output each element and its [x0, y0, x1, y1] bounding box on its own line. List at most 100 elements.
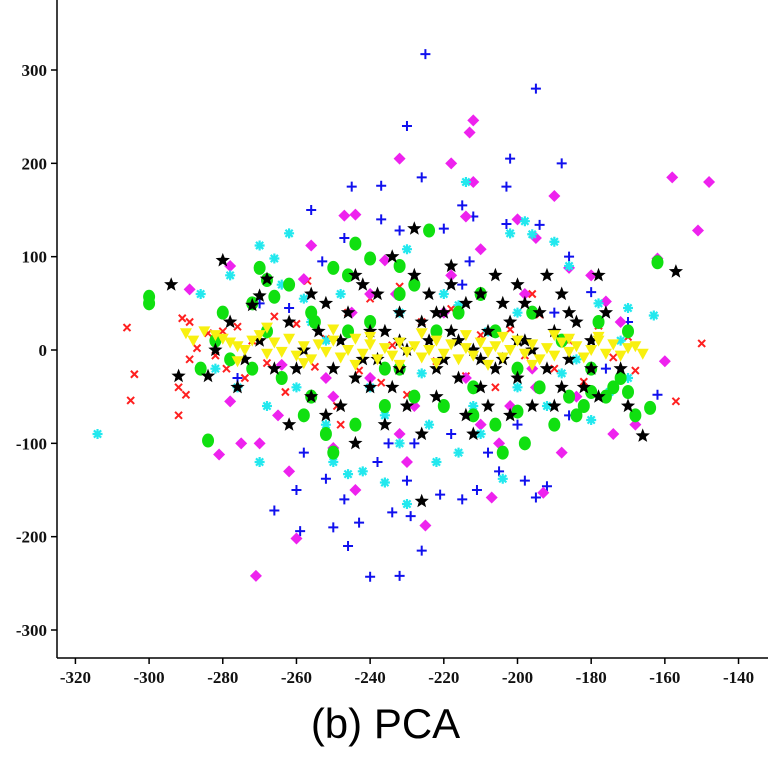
x-tick-label: -260	[281, 668, 312, 687]
point-triangle-down	[231, 356, 244, 368]
point-circle	[349, 236, 362, 251]
point-triangle-down	[452, 354, 465, 366]
point-x	[126, 396, 135, 405]
point-circle	[253, 260, 266, 275]
point-x	[122, 323, 132, 332]
point-x	[697, 339, 706, 348]
point-star	[458, 407, 474, 422]
point-triangle-down	[570, 341, 583, 353]
point-star	[377, 417, 392, 431]
point-triangle-down	[253, 330, 266, 342]
point-star	[245, 297, 260, 312]
point-triangle-down	[297, 358, 310, 370]
point-circle	[283, 277, 296, 292]
point-diamond	[297, 273, 310, 286]
point-triangle-down	[386, 350, 399, 362]
point-asterisk	[453, 447, 464, 458]
point-star	[480, 323, 496, 338]
point-triangle-down	[437, 348, 450, 360]
point-diamond	[666, 171, 679, 184]
x-axis-ticks: -320 -300 -280 -260 -240 -220 -200 -180 -160 -140	[60, 658, 754, 687]
point-diamond	[459, 210, 472, 223]
point-plus	[457, 279, 468, 290]
point-triangle-down	[415, 352, 428, 364]
point-circle	[452, 305, 465, 320]
point-triangle-down	[260, 322, 273, 334]
point-diamond	[459, 372, 472, 384]
point-triangle-down	[283, 333, 296, 345]
point-diamond	[272, 409, 285, 422]
point-star	[436, 305, 451, 319]
point-star	[488, 267, 503, 282]
x-tick-label: -180	[576, 668, 607, 687]
point-asterisk	[320, 335, 331, 346]
point-diamond	[548, 190, 561, 202]
point-star	[510, 277, 525, 291]
point-triangle-down	[349, 359, 362, 371]
point-circle	[607, 380, 620, 395]
point-star	[429, 305, 444, 319]
point-diamond	[290, 532, 303, 545]
y-axis-ticks: -300 -200 -100 0 100 200 300	[16, 61, 57, 640]
x-tick-label: -280	[207, 668, 238, 687]
point-diamond	[283, 465, 296, 478]
point-star	[451, 370, 466, 385]
point-plus	[320, 473, 331, 484]
point-triangle-down	[489, 341, 502, 353]
point-star	[547, 398, 562, 413]
point-star	[399, 398, 415, 413]
point-plus	[457, 200, 468, 211]
y-tick-label: 100	[22, 248, 48, 267]
point-asterisk	[438, 289, 449, 299]
point-plus	[394, 570, 405, 581]
point-triangle-down	[305, 354, 318, 366]
point-circle	[644, 400, 657, 415]
point-asterisk	[195, 289, 206, 299]
point-plus	[483, 447, 494, 458]
point-diamond	[364, 288, 377, 300]
point-star	[385, 249, 400, 263]
point-plus	[530, 492, 541, 503]
point-asterisk	[519, 216, 530, 227]
point-triangle-down	[577, 352, 590, 364]
point-asterisk	[269, 253, 280, 264]
y-tick-label: -200	[16, 528, 47, 547]
point-star	[620, 398, 636, 413]
point-x	[310, 362, 320, 372]
point-x	[270, 312, 279, 321]
point-plus	[501, 219, 512, 229]
point-x	[130, 370, 139, 379]
point-plus	[519, 475, 530, 486]
point-diamond	[224, 395, 237, 408]
point-plus	[317, 256, 328, 267]
point-diamond	[511, 213, 524, 226]
point-diamond	[537, 486, 550, 499]
point-plus	[652, 389, 663, 400]
point-star	[348, 370, 363, 385]
point-triangle-down	[408, 341, 421, 353]
point-triangle-down	[297, 341, 310, 353]
point-triangle-down	[423, 345, 436, 356]
x-tick-label: -240	[355, 668, 386, 687]
point-diamond	[629, 418, 642, 431]
point-circle	[489, 417, 502, 432]
point-triangle-down	[467, 350, 480, 362]
point-asterisk	[401, 499, 412, 509]
point-star	[392, 305, 407, 319]
point-plus	[401, 475, 412, 486]
point-circle	[467, 380, 480, 395]
point-asterisk	[254, 240, 265, 251]
point-triangle-down	[592, 331, 605, 343]
point-triangle-down	[334, 352, 347, 364]
point-star	[444, 323, 459, 338]
point-triangle-down	[526, 339, 539, 351]
point-plus	[343, 541, 354, 551]
point-diamond	[235, 437, 248, 450]
point-star	[668, 264, 683, 278]
point-circle	[143, 296, 156, 311]
point-triangle-down	[496, 331, 509, 343]
point-star	[444, 277, 459, 291]
point-asterisk	[394, 438, 405, 449]
point-circle	[327, 445, 340, 460]
